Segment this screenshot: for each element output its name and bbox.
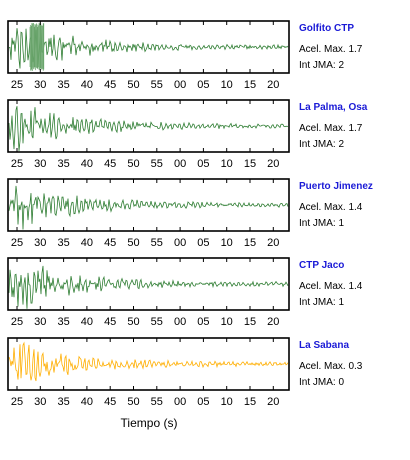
x-tick-label: 10 [221, 316, 233, 328]
x-tick-label: 55 [151, 396, 163, 408]
x-tick-label: 35 [57, 396, 69, 408]
x-tick-label: 45 [104, 237, 116, 249]
x-tick-label: 10 [221, 158, 233, 170]
x-tick-label: 30 [34, 316, 46, 328]
station-name: Puerto Jimenez [299, 181, 373, 192]
x-tick-label: 05 [197, 158, 209, 170]
panel-2: 25 30 35 40 45 50 55 00 05 10 15 20 [7, 178, 290, 249]
x-tick-label: 25 [11, 79, 23, 91]
max-acceleration: Acel. Max. 1.4 [299, 202, 363, 213]
x-tick-label: 20 [267, 237, 279, 249]
station-info: La Palma, Osa Acel. Max. 1.7 Int JMA: 2 [299, 102, 407, 150]
x-tick-label: 00 [174, 237, 186, 249]
x-tick-label: 50 [127, 158, 139, 170]
jma-intensity: Int JMA: 1 [299, 218, 345, 229]
x-tick-label: 15 [244, 79, 256, 91]
jma-intensity: Int JMA: 2 [299, 139, 345, 150]
station-name: CTP Jaco [299, 260, 345, 271]
waveform-trace [8, 265, 289, 309]
x-tick-label: 15 [244, 396, 256, 408]
jma-intensity: Int JMA: 2 [299, 60, 345, 71]
waveform-trace [8, 106, 289, 152]
panel-4: 25 30 35 40 45 50 55 00 05 10 15 20 [7, 337, 290, 408]
jma-intensity: Int JMA: 1 [299, 297, 345, 308]
x-tick-label: 15 [244, 158, 256, 170]
x-tick-label: 05 [197, 237, 209, 249]
x-tick-label: 30 [34, 396, 46, 408]
max-acceleration: Acel. Max. 1.7 [299, 123, 363, 134]
x-tick-label: 40 [81, 237, 93, 249]
x-tick-label: 50 [127, 79, 139, 91]
plot-frame [7, 20, 290, 74]
x-tick-label: 00 [174, 396, 186, 408]
x-tick-label: 20 [267, 79, 279, 91]
waveform-trace [8, 341, 289, 382]
plot-frame [7, 257, 290, 311]
x-tick-label: 25 [11, 158, 23, 170]
x-tick-label: 55 [151, 237, 163, 249]
x-tick-label: 55 [151, 316, 163, 328]
max-acceleration: Acel. Max. 1.4 [299, 281, 363, 292]
x-tick-label: 50 [127, 316, 139, 328]
plot-frame [7, 99, 290, 153]
max-acceleration: Acel. Max. 1.7 [299, 44, 363, 55]
x-tick-label: 30 [34, 158, 46, 170]
x-tick-label: 30 [34, 237, 46, 249]
x-tick-label: 30 [34, 79, 46, 91]
x-tick-label: 40 [81, 316, 93, 328]
plot-frame [7, 337, 290, 391]
x-axis-label: Tiempo (s) [120, 416, 178, 430]
x-tick-label: 15 [244, 237, 256, 249]
x-tick-label: 05 [197, 396, 209, 408]
x-tick-label: 45 [104, 158, 116, 170]
x-tick-label: 45 [104, 316, 116, 328]
x-tick-label: 25 [11, 237, 23, 249]
x-tick-label: 10 [221, 237, 233, 249]
waveform-trace [8, 185, 289, 230]
station-info: Puerto Jimenez Acel. Max. 1.4 Int JMA: 1 [299, 181, 407, 229]
x-tick-label: 25 [11, 396, 23, 408]
x-tick-label: 35 [57, 316, 69, 328]
panel-0: 25 30 35 40 45 50 55 00 05 10 15 20 [7, 20, 290, 91]
x-tick-label: 35 [57, 158, 69, 170]
x-tick-label: 00 [174, 316, 186, 328]
x-tick-label: 20 [267, 158, 279, 170]
panel-1: 25 30 35 40 45 50 55 00 05 10 15 20 [7, 99, 290, 170]
x-tick-label: 35 [57, 79, 69, 91]
plot-frame [7, 178, 290, 232]
station-name: La Sabana [299, 340, 350, 351]
x-tick-label: 40 [81, 79, 93, 91]
waveform-trace [8, 28, 289, 69]
max-acceleration: Acel. Max. 0.3 [299, 361, 363, 372]
x-tick-label: 20 [267, 396, 279, 408]
x-tick-label: 50 [127, 396, 139, 408]
jma-intensity: Int JMA: 0 [299, 377, 345, 388]
x-tick-label: 40 [81, 396, 93, 408]
x-tick-label: 45 [104, 79, 116, 91]
x-tick-label: 45 [104, 396, 116, 408]
station-name: Golfito CTP [299, 23, 354, 34]
x-tick-label: 05 [197, 316, 209, 328]
x-tick-label: 55 [151, 158, 163, 170]
x-tick-label: 05 [197, 79, 209, 91]
x-tick-label: 25 [11, 316, 23, 328]
x-tick-label: 15 [244, 316, 256, 328]
x-tick-label: 10 [221, 79, 233, 91]
x-tick-label: 40 [81, 158, 93, 170]
x-tick-label: 35 [57, 237, 69, 249]
x-tick-label: 20 [267, 316, 279, 328]
x-tick-label: 55 [151, 79, 163, 91]
x-tick-label: 00 [174, 158, 186, 170]
x-tick-label: 00 [174, 79, 186, 91]
station-info: Golfito CTP Acel. Max. 1.7 Int JMA: 2 [299, 23, 407, 71]
x-tick-label: 50 [127, 237, 139, 249]
station-info: La Sabana Acel. Max. 0.3 Int JMA: 0 [299, 340, 407, 388]
station-name: La Palma, Osa [299, 102, 368, 113]
x-tick-label: 10 [221, 396, 233, 408]
station-info: CTP Jaco Acel. Max. 1.4 Int JMA: 1 [299, 260, 407, 308]
panel-3: 25 30 35 40 45 50 55 00 05 10 15 20 [7, 257, 290, 328]
